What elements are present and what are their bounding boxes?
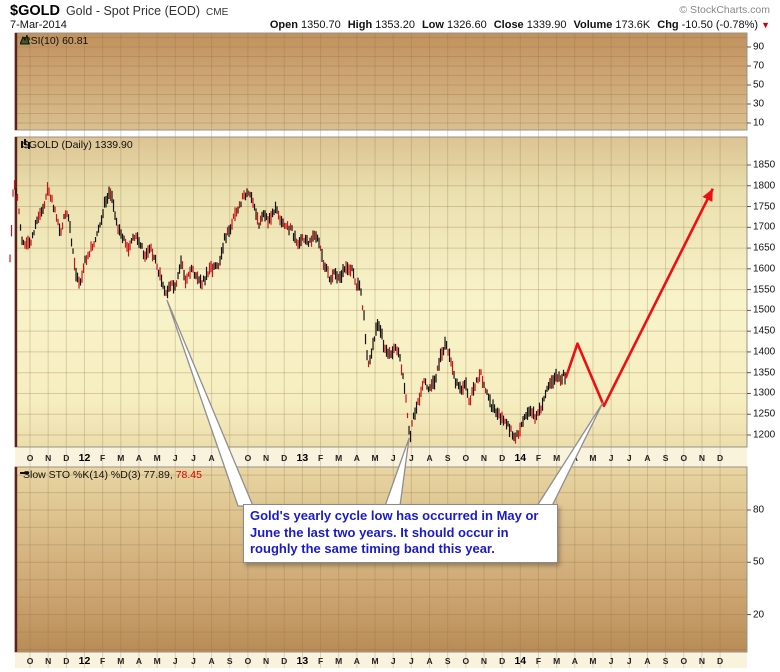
ohlc-quote: Open 1350.70 High 1353.20 Low 1326.60 Close 133… (263, 19, 770, 31)
quote-close-value: 1339.90 (526, 19, 567, 31)
symbol-label: $GOLD (10, 3, 60, 19)
quote-chg-value: -10.50 (-0.78%) (681, 19, 759, 31)
annotation-text: Gold's yearly cycle low has occurred in … (250, 508, 539, 557)
chg-down-triangle-icon: ▼ (761, 20, 770, 30)
rsi-label-text: RSI(10) 60.81 (23, 35, 89, 47)
quote-volume-label: Volume (573, 19, 613, 31)
annotation-callout-box: Gold's yearly cycle low has occurred in … (243, 504, 558, 563)
main-label-text: $GOLD (Daily) 1339.90 (23, 139, 133, 151)
sto-panel-label: Slow STO %K(14) %D(3) 77.89, 78.45 (20, 469, 202, 481)
quote-open-value: 1350.70 (300, 19, 341, 31)
quote-low-label: Low (421, 19, 444, 31)
quote-date: 7-Mar-2014 (10, 19, 67, 31)
quote-close-label: Close (493, 19, 524, 31)
main-panel-label: $GOLD (Daily) 1339.90 (20, 139, 133, 151)
sto-d-value: 78.45 (175, 469, 202, 481)
chart-header: $GOLD Gold - Spot Price (EOD) CME (10, 3, 770, 19)
quote-high-value: 1353.20 (375, 19, 415, 31)
rsi-panel-label: RSI(10) 60.81 (20, 35, 88, 47)
symbol-description: Gold - Spot Price (EOD) (65, 4, 201, 18)
quote-volume-value: 173.6K (615, 19, 651, 31)
quote-open-label: Open (269, 19, 298, 31)
quote-low-value: 1326.60 (446, 19, 487, 31)
quote-high-label: High (347, 19, 373, 31)
sto-label-text: Slow STO %K(14) %D(3) 77.89, (23, 469, 173, 481)
exchange-label: CME (206, 7, 229, 18)
quote-chg-label: Chg (657, 19, 679, 31)
stockcharts-copyright: © StockCharts.com (679, 4, 770, 16)
